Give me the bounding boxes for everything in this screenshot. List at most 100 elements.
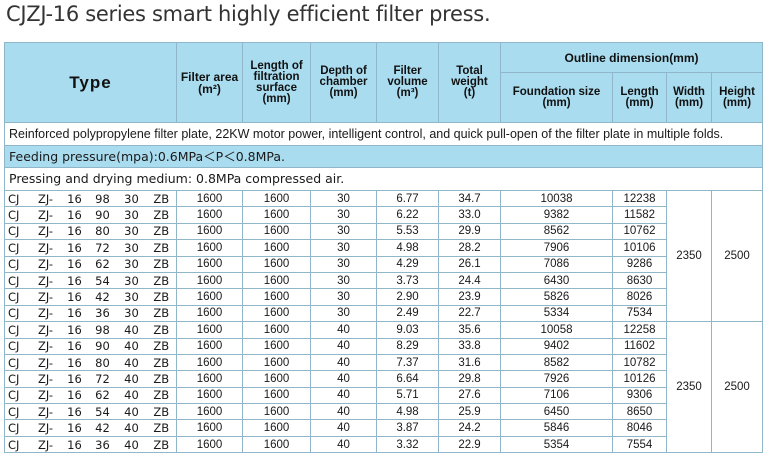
type-code-part: ZJ- — [30, 403, 61, 421]
header-weight-label: Total weight — [451, 65, 488, 88]
type-code-part: 62 — [88, 386, 117, 405]
type-code-part: 80 — [88, 222, 117, 241]
cell-length: 10126 — [612, 370, 668, 388]
cell-length: 10106 — [612, 239, 668, 257]
cell-foundation: 10058 — [500, 321, 614, 339]
cell-foundation: 10038 — [500, 189, 614, 208]
type-code-part: ZB — [146, 271, 178, 290]
cell-area: 1600 — [176, 304, 244, 323]
cell-foundation: 5846 — [500, 419, 614, 437]
cell-foundation: 5354 — [500, 435, 614, 453]
type-code-part: 42 — [88, 419, 117, 437]
table-row: CJ ZJ- 16 36 30 ZB 1600 1600 30 2.49 22.7 5334 7534 — [4, 304, 763, 323]
type-code-part: ZB — [146, 403, 178, 421]
cell-foundation: 8582 — [500, 353, 614, 372]
cell-area: 1600 — [176, 222, 244, 241]
cell-depth: 30 — [310, 206, 378, 224]
header-row-2: Foundation size (mm) Length (mm) Width (mm)… — [5, 72, 764, 123]
type-code-part: ZJ- — [30, 189, 61, 208]
cell-volume: 2.90 — [376, 288, 440, 306]
table-row: CJ ZJ- 16 62 40 ZB 1600 1600 40 5.71 27.6 7106 9306 — [4, 386, 763, 405]
cell-length: 12258 — [612, 321, 668, 339]
type-code-part: 30 — [116, 206, 147, 224]
type-code-part: 16 — [60, 419, 89, 437]
header-weight-unit: (t) — [463, 87, 476, 99]
cell-depth: 30 — [310, 239, 378, 257]
cell-depth: 40 — [310, 370, 378, 388]
cell-depth: 30 — [310, 255, 378, 273]
type-code-part: 30 — [116, 222, 147, 241]
type-code-part: CJ — [4, 435, 31, 453]
type-code-part: ZB — [146, 189, 178, 208]
note-row-pressure: Feeding pressure(mpa):0.6MPa＜P＜0.8MPa. — [3, 145, 764, 168]
cell-length: 8026 — [612, 288, 668, 306]
cell-area: 1600 — [176, 189, 244, 208]
type-code-part: 98 — [88, 321, 117, 339]
cell-surface: 1600 — [242, 255, 312, 273]
cell-area: 1600 — [176, 271, 244, 290]
cell-length: 12238 — [612, 189, 668, 208]
header-foundation: Foundation size (mm) — [500, 72, 614, 123]
type-code-part: 72 — [88, 239, 117, 257]
type-code-part: 16 — [60, 321, 89, 339]
type-code-part: 54 — [88, 271, 117, 290]
cell-foundation: 5334 — [500, 304, 614, 323]
cell-depth: 30 — [310, 288, 378, 306]
header-depth-label: Depth of chamber — [319, 65, 368, 88]
type-code-part: 16 — [60, 255, 89, 273]
cell-surface: 1600 — [242, 403, 312, 421]
cell-volume: 6.64 — [376, 370, 440, 388]
header-width: Width (mm) — [666, 72, 713, 123]
cell-height: 2500 — [711, 189, 764, 323]
type-code-part: 98 — [88, 189, 117, 208]
cell-volume: 6.22 — [376, 206, 440, 224]
type-code-part: ZB — [146, 353, 178, 372]
note-medium: Pressing and drying medium: 0.8MPa compr… — [3, 167, 764, 191]
header-filtration-surface-unit: (mm) — [262, 92, 291, 105]
cell-surface: 1600 — [242, 304, 312, 323]
type-code-part: CJ — [4, 206, 31, 224]
cell-weight: 22.9 — [438, 435, 502, 453]
cell-depth: 30 — [310, 304, 378, 323]
table-row: CJ ZJ- 16 62 30 ZB 1600 1600 30 4.29 26.1 7086 9286 — [4, 255, 763, 273]
type-code-part: 80 — [88, 353, 117, 372]
cell-depth: 30 — [310, 222, 378, 241]
cell-length: 10782 — [612, 353, 668, 372]
cell-length: 9306 — [612, 386, 668, 405]
type-code-part: 30 — [116, 255, 147, 273]
type-code-part: CJ — [4, 353, 31, 372]
type-code-part: ZJ- — [30, 271, 61, 290]
type-code-part: 36 — [88, 435, 117, 453]
type-code-part: ZJ- — [30, 337, 61, 355]
cell-surface: 1600 — [242, 435, 312, 453]
cell-surface: 1600 — [242, 321, 312, 339]
cell-area: 1600 — [176, 288, 244, 306]
type-code-part: ZJ- — [30, 288, 61, 306]
header-foundation-label: Foundation size — [512, 85, 601, 98]
cell-area: 1600 — [176, 403, 244, 421]
note-plate: Reinforced polypropylene filter plate, 2… — [3, 122, 764, 146]
cell-depth: 40 — [310, 435, 378, 453]
cell-width: 2350 — [666, 189, 713, 323]
cell-weight: 31.6 — [438, 353, 502, 372]
type-code-part: 90 — [88, 337, 117, 355]
type-code-part: CJ — [4, 321, 31, 339]
cell-depth: 40 — [310, 403, 378, 421]
cell-weight: 22.7 — [438, 304, 502, 323]
cell-foundation: 6450 — [500, 403, 614, 421]
type-code-part: 30 — [116, 304, 147, 323]
type-code-part: 16 — [60, 288, 89, 306]
cell-length: 8046 — [612, 419, 668, 437]
type-code-part: CJ — [4, 189, 31, 208]
type-code-part: 40 — [116, 386, 147, 405]
type-code-part: ZJ- — [30, 419, 61, 437]
table-row: CJ ZJ- 16 80 40 ZB 1600 1600 40 7.37 31.6 8582 10782 — [4, 353, 763, 372]
note-pressure: Feeding pressure(mpa):0.6MPa＜P＜0.8MPa. — [3, 145, 764, 168]
table-row: CJ ZJ- 16 42 40 ZB 1600 1600 40 3.87 24.2 5846 8046 — [4, 419, 763, 437]
type-code-part: CJ — [4, 222, 31, 241]
cell-length: 7534 — [612, 304, 668, 323]
cell-depth: 40 — [310, 419, 378, 437]
cell-weight: 28.2 — [438, 239, 502, 257]
type-code-part: 40 — [116, 337, 147, 355]
type-code-part: ZJ- — [30, 435, 61, 453]
